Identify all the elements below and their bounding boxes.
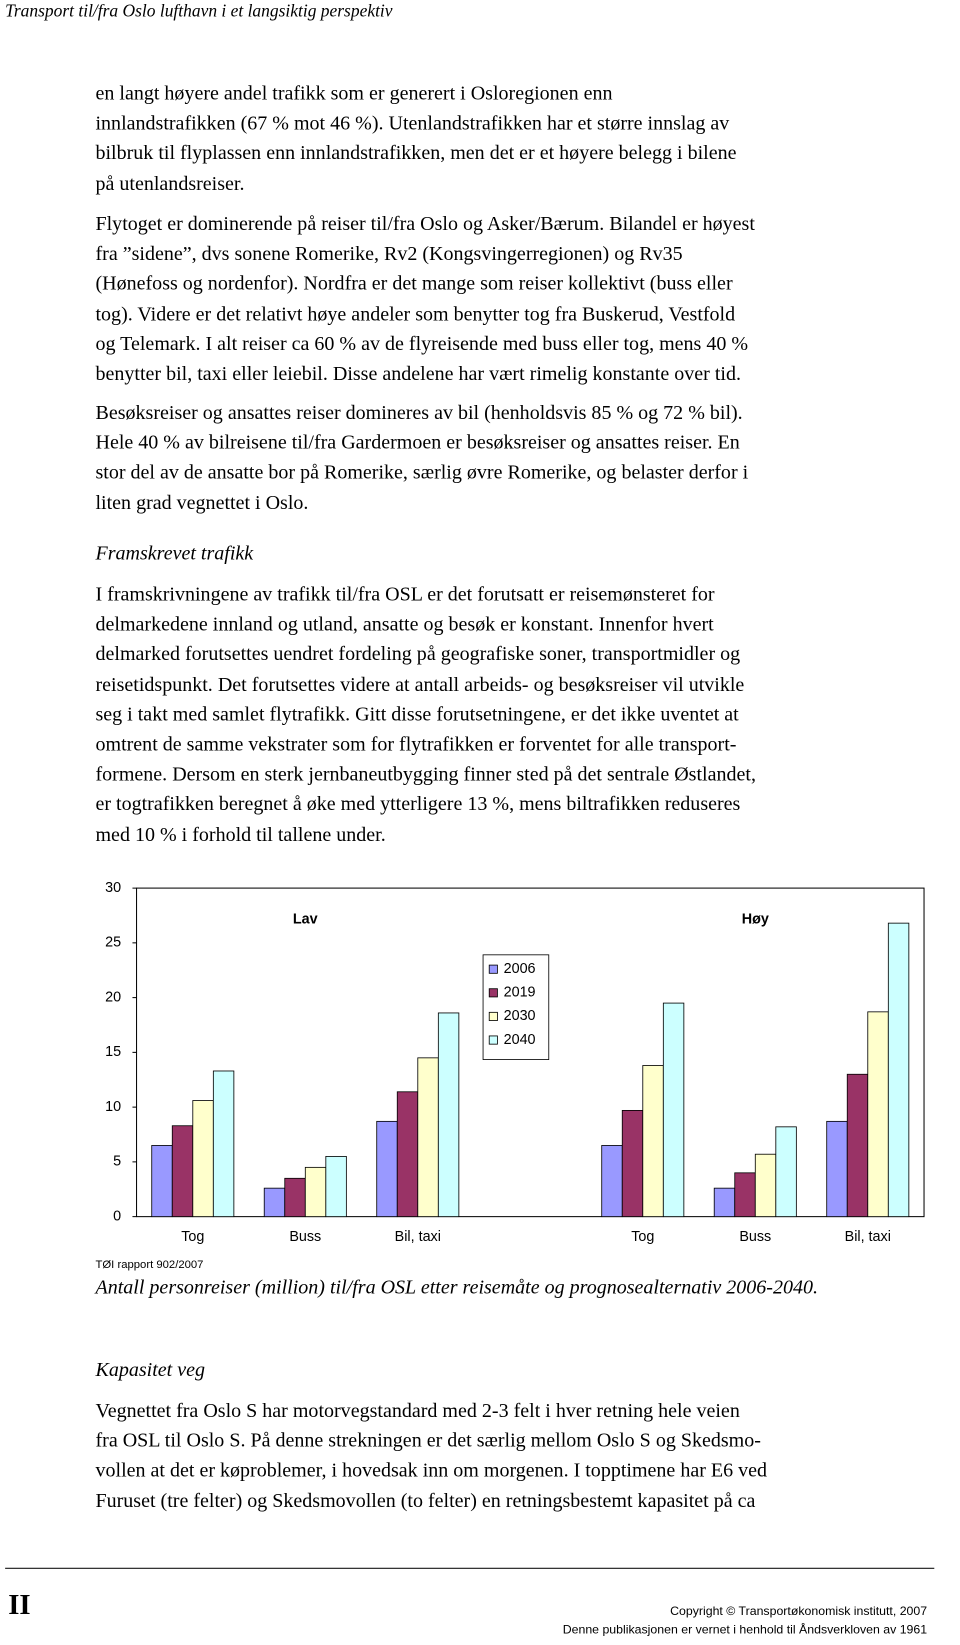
copyright-notice: Denne publikasjonen er vernet i henhold …: [562, 1622, 928, 1637]
bar: [325, 1155, 347, 1218]
y-tick-label: 10: [105, 1099, 121, 1115]
text-line: liten grad vegnettet i Oslo.: [95, 492, 309, 514]
text-line: vollen at det er køproblemer, i hovedsak…: [95, 1460, 768, 1482]
page-number: II: [8, 1589, 31, 1622]
text-line: fra OSL til Oslo S. På denne strekningen…: [95, 1430, 761, 1452]
text-line: fra ”sidene”, dvs sonene Romerike, Rv2 (…: [95, 243, 683, 266]
text-line: reisetidspunkt. Det forutsettes videre a…: [95, 674, 745, 696]
bar: [304, 1166, 327, 1218]
text-line: tog). Videre er det relativt høye andele…: [95, 303, 736, 326]
bar: [151, 1145, 173, 1218]
annotation: Lav: [293, 912, 318, 928]
y-tick-label: 5: [113, 1154, 121, 1170]
x-tick-label: Buss: [289, 1229, 321, 1245]
bar: [601, 1145, 623, 1218]
text-line: bilbruk til flyplassen enn innlandstrafi…: [95, 143, 737, 165]
bar: [713, 1187, 736, 1218]
legend-swatch: [488, 1011, 498, 1021]
text-line: stor del av de ansatte bor på Romerike, …: [95, 462, 749, 484]
x-tick-label: Tog: [631, 1229, 654, 1245]
text-line: en langt høyere andel trafikk som er gen…: [95, 83, 613, 105]
bar: [887, 922, 910, 1218]
legend-label: 2030: [504, 1008, 536, 1024]
text-line: er togtrafikken beregnet å øke med ytter…: [95, 794, 741, 816]
footer-rule: [5, 1567, 935, 1569]
text-line: delmarkedene innland og utland, ansatte …: [95, 614, 714, 636]
y-tick-label: 15: [105, 1044, 121, 1060]
bar: [396, 1091, 419, 1218]
text-line: og Telemark. I alt reiser ca 60 % av de …: [95, 333, 749, 356]
x-tick-label: Tog: [181, 1229, 204, 1245]
bar: [642, 1065, 664, 1218]
y-tick-label: 20: [105, 989, 121, 1005]
x-tick-label: Buss: [739, 1229, 771, 1245]
legend-swatch: [488, 964, 498, 974]
bar: [212, 1070, 235, 1218]
paragraph: I framskrivningene av trafikk til/fra OS…: [95, 580, 755, 850]
annotation: Høy: [742, 912, 769, 928]
text-line: I framskrivningene av trafikk til/fra OS…: [95, 584, 715, 606]
text-line: Flytoget er dominerende på reiser til/fr…: [95, 213, 755, 236]
y-tick-label: 0: [113, 1208, 121, 1224]
paragraph: en langt høyere andel trafikk som er gen…: [95, 79, 736, 199]
paragraph: Besøksreiser og ansattes reiser dominere…: [95, 398, 748, 518]
header-title: Transport til/fra Oslo lufthavn i et lan…: [5, 1, 393, 21]
chart-source: TØI rapport 902/2007: [95, 1258, 204, 1272]
text-line: Vegnettet fra Oslo S har motorvegstandar…: [95, 1400, 740, 1422]
text-line: Besøksreiser og ansattes reiser dominere…: [95, 402, 743, 425]
copyright: Copyright © Transportøkonomisk institutt…: [670, 1603, 928, 1619]
text-line: innlandstrafikken (67 % mot 46 %). Utenl…: [95, 113, 730, 135]
legend-label: 2006: [504, 961, 536, 977]
section-heading: Framskrevet trafikk: [95, 543, 254, 565]
text-line: seg i takt med samlet flytrafikk. Gitt d…: [95, 704, 739, 726]
bar: [376, 1120, 398, 1218]
x-tick-label: Bil, taxi: [395, 1229, 441, 1245]
text-line: (Hønefoss og nordenfor). Nordfra er det …: [95, 273, 733, 296]
legend-swatch: [488, 988, 498, 998]
bar: [754, 1153, 777, 1218]
y-tick-label: 30: [105, 880, 121, 896]
x-tick-label: Bil, taxi: [845, 1229, 891, 1245]
legend-label: 2040: [504, 1032, 536, 1048]
bar: [621, 1109, 644, 1218]
bar: [734, 1172, 756, 1218]
y-tick-label: 25: [105, 935, 121, 951]
text-line: delmarked forutsettes uendret fordeling …: [95, 644, 741, 666]
bar: [437, 1012, 460, 1218]
bar: [662, 1002, 685, 1218]
paragraph: Flytoget er dominerende på reiser til/fr…: [95, 209, 754, 389]
section-heading: Kapasitet veg: [95, 1359, 206, 1381]
bar: [846, 1073, 869, 1218]
bar: [171, 1125, 194, 1218]
chart: 0 5 10 15 20 25 30 Tog Buss Bil, taxi Tog Buss Bil, …: [105, 880, 925, 1245]
figure-caption: Antall personreiser (million) til/fra OS…: [95, 1277, 819, 1299]
legend-swatch: [488, 1035, 498, 1045]
bar: [192, 1100, 214, 1218]
text-line: med 10 % i forhold til tallene under.: [95, 824, 386, 846]
bar: [867, 1011, 889, 1218]
bar: [263, 1187, 286, 1218]
text-line: på utenlandsreiser.: [95, 173, 245, 195]
text-line: formene. Dersom en sterk jernbaneutbyggi…: [95, 764, 756, 786]
bar: [775, 1126, 797, 1218]
legend-label: 2019: [504, 985, 536, 1001]
text-line: Hele 40 % av bilreisene til/fra Gardermo…: [95, 432, 740, 455]
bar: [826, 1120, 848, 1218]
text-line: benytter bil, taxi eller leiebil. Disse …: [95, 363, 741, 386]
bar: [284, 1177, 306, 1218]
text-line: omtrent de samme vekstrater som for flyt…: [95, 734, 737, 756]
bar: [417, 1057, 439, 1218]
text-line: Furuset (tre felter) og Skedsmovollen (t…: [95, 1490, 756, 1512]
paragraph: Vegnettet fra Oslo S har motorvegstandar…: [95, 1396, 767, 1516]
